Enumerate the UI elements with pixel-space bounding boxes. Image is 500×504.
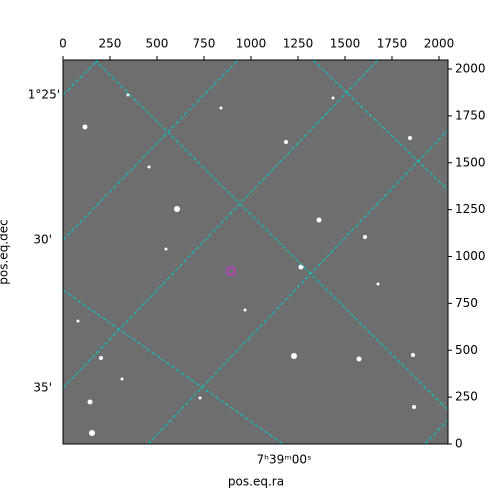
x-axis-label: pos.eq.ra	[228, 475, 284, 489]
stars	[76, 93, 416, 436]
x-tick-label: 1250	[283, 37, 314, 51]
x-tick-label: 750	[193, 37, 216, 51]
x-tick-label: 1000	[236, 37, 267, 51]
dec-tick-label: 1°25'	[28, 88, 60, 102]
y-tick-label: 1750	[455, 108, 486, 122]
y-axis-label: pos.eq.dec	[0, 219, 11, 284]
y-tick-label: 500	[455, 343, 478, 357]
y-tick-label: 1500	[455, 155, 486, 169]
image	[63, 60, 448, 444]
y-tick-label: 2000	[455, 62, 486, 76]
x-tick-label: 0	[59, 37, 67, 51]
target-marker	[226, 266, 236, 276]
dec-tick-label: 30'	[33, 233, 52, 247]
dec-tick-label: 35'	[33, 381, 52, 395]
ra-tick-label: 7ʰ39ᵐ00ˢ	[257, 453, 312, 467]
y-tick-label: 250	[455, 390, 478, 404]
y-tick-label: 750	[455, 296, 478, 310]
x-tick-label: 1750	[377, 37, 408, 51]
coordinate-grid	[63, 60, 448, 444]
frame	[62, 59, 449, 445]
y-tick-label: 0	[455, 437, 463, 451]
x-tick-label: 1500	[330, 37, 361, 51]
x-tick-label: 250	[99, 37, 122, 51]
x-tick-label: 500	[146, 37, 169, 51]
y-tick-label: 1250	[455, 202, 486, 216]
y-tick-label: 1000	[455, 249, 486, 263]
x-tick-label: 2000	[424, 37, 455, 51]
